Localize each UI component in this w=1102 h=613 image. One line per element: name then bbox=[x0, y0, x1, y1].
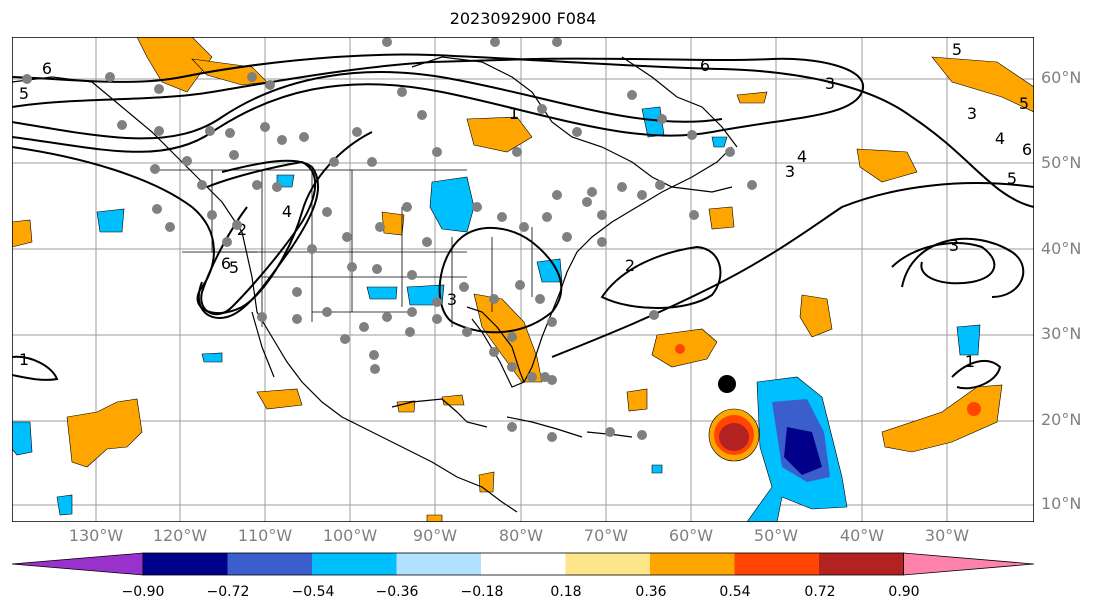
lat-label: 10°N bbox=[1041, 494, 1082, 513]
lon-label: 30°W bbox=[924, 526, 970, 545]
contour-label: 3 bbox=[825, 74, 835, 93]
contour-label: 4 bbox=[995, 129, 1005, 148]
colorbar-segment bbox=[227, 553, 313, 575]
colorbar-tick-label: 0.72 bbox=[804, 584, 836, 600]
lat-label: 40°N bbox=[1041, 239, 1082, 258]
contour-label: 3 bbox=[447, 290, 457, 309]
contour-label: 1 bbox=[965, 352, 975, 371]
lat-label: 30°N bbox=[1041, 324, 1082, 343]
contour-label: 3 bbox=[967, 104, 977, 123]
lon-label: 130°W bbox=[68, 526, 124, 545]
contour-label: 1 bbox=[509, 104, 519, 123]
contour-label: 5 bbox=[952, 40, 962, 59]
weather-map: 6 5 6 5 1 3 4 3 3 4 5 6 5 3 2 4 5 6 2 1 … bbox=[12, 37, 1034, 522]
lon-label: 50°W bbox=[753, 526, 799, 545]
lon-label: 110°W bbox=[237, 526, 293, 545]
colorbar-segment bbox=[650, 553, 735, 575]
colorbar-segment bbox=[481, 553, 566, 575]
station-dots bbox=[22, 37, 757, 442]
lat-label: 60°N bbox=[1041, 68, 1082, 87]
contour-label: 4 bbox=[797, 147, 807, 166]
colorbar-segment bbox=[734, 553, 820, 575]
contour-label: 6 bbox=[221, 254, 231, 273]
lon-label: 60°W bbox=[668, 526, 714, 545]
contour-label: 5 bbox=[229, 258, 239, 277]
contour-label: 6 bbox=[1022, 140, 1032, 159]
colorbar-tick-label: 0.90 bbox=[888, 584, 920, 600]
lon-label: 70°W bbox=[583, 526, 629, 545]
contour-label: 5 bbox=[1007, 169, 1017, 188]
contour-label: 2 bbox=[625, 256, 635, 275]
colorbar-segment bbox=[565, 553, 651, 575]
colorbar-segment bbox=[11, 552, 144, 576]
lon-label: 100°W bbox=[322, 526, 378, 545]
colorbar-frame bbox=[142, 552, 904, 576]
colorbar-tick-label: −0.18 bbox=[460, 584, 504, 600]
contour-label-group: 6 5 6 5 1 3 4 3 3 4 5 6 5 3 2 4 5 6 2 1 … bbox=[19, 40, 1032, 371]
colorbar-tick-label: 0.18 bbox=[550, 584, 582, 600]
colorbar bbox=[11, 552, 1035, 576]
colorbar-tick-label: −0.90 bbox=[121, 584, 165, 600]
lon-label: 120°W bbox=[152, 526, 208, 545]
political-borders bbox=[152, 169, 533, 327]
lat-label: 50°N bbox=[1041, 153, 1082, 172]
contour-label: 6 bbox=[700, 56, 710, 75]
colorbar-tick-label: 0.36 bbox=[635, 584, 667, 600]
colorbar-segment bbox=[312, 553, 397, 575]
colorbar-segment bbox=[143, 553, 228, 575]
lon-label: 40°W bbox=[839, 526, 885, 545]
colorbar-tick-label: −0.72 bbox=[206, 584, 250, 600]
contour-label: 3 bbox=[785, 162, 795, 181]
contour-label: 5 bbox=[19, 84, 29, 103]
coastlines bbox=[12, 56, 738, 513]
contour-label: 4 bbox=[282, 202, 292, 221]
colorbar-segment bbox=[819, 553, 904, 575]
colorbar-segment bbox=[903, 552, 1035, 576]
gridlines bbox=[12, 37, 1034, 522]
storm-center-marker bbox=[718, 375, 736, 393]
contour-label: 6 bbox=[42, 59, 52, 78]
lat-label: 20°N bbox=[1041, 410, 1082, 429]
contour-label: 3 bbox=[949, 236, 959, 255]
lon-label: 90°W bbox=[412, 526, 458, 545]
colorbar-tick-label: 0.54 bbox=[719, 584, 751, 600]
colorbar-tick-label: −0.36 bbox=[375, 584, 419, 600]
contour-label: 1 bbox=[19, 350, 29, 369]
contour-label: 2 bbox=[237, 220, 247, 239]
lon-label: 80°W bbox=[498, 526, 544, 545]
contour-label: 5 bbox=[1019, 94, 1029, 113]
colorbar-tick-label: −0.54 bbox=[291, 584, 335, 600]
colorbar-segment bbox=[396, 553, 482, 575]
map-title: 2023092900 F084 bbox=[449, 9, 597, 28]
